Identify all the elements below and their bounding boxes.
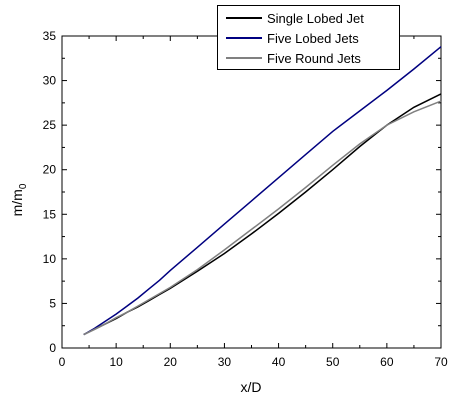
y-axis-title-subscript: 0 — [18, 183, 29, 189]
y-tick-label: 20 — [43, 163, 57, 177]
x-tick-label: 40 — [272, 355, 286, 369]
legend-label: Five Round Jets — [267, 51, 361, 66]
x-axis-title: x/D — [241, 379, 262, 395]
x-tick-label: 30 — [218, 355, 232, 369]
y-tick-label: 10 — [43, 252, 57, 266]
plot-frame — [61, 35, 442, 349]
legend-label: Single Lobed Jet — [267, 11, 364, 26]
series-layer — [83, 46, 442, 336]
y-axis-title-main: m/m — [9, 189, 25, 216]
x-tick-label: 20 — [164, 355, 178, 369]
y-tick-label: 0 — [49, 341, 56, 355]
y-tick-label: 5 — [49, 296, 56, 310]
series-line-1 — [83, 93, 442, 336]
x-tick-label: 0 — [59, 355, 66, 369]
y-tick-label: 15 — [43, 207, 57, 221]
series-line-2 — [83, 46, 442, 336]
y-tick-label: 25 — [43, 118, 57, 132]
x-tick-label: 60 — [380, 355, 394, 369]
legend-label: Five Lobed Jets — [267, 31, 359, 46]
x-tick-label: 10 — [109, 355, 123, 369]
series-line-3 — [83, 100, 442, 336]
x-tick-label: 50 — [326, 355, 340, 369]
legend: Single Lobed Jet Five Lobed Jets Five Roun… — [217, 5, 400, 70]
y-tick-label: 30 — [43, 74, 57, 88]
x-tick-label: 70 — [434, 355, 448, 369]
axes: 0 10 20 30 40 50 60 70 0 5 10 15 20 25 30 35 — [43, 29, 448, 369]
y-tick-label: 35 — [43, 29, 57, 43]
y-axis-title: m/m0 — [9, 183, 29, 216]
